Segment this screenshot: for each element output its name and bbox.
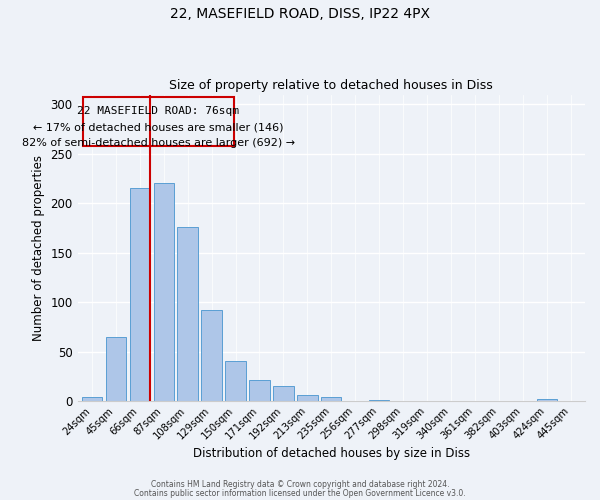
Bar	[369, 400, 389, 401]
Bar	[106, 336, 126, 401]
Bar	[202, 310, 222, 401]
Bar	[82, 397, 102, 401]
Bar	[249, 380, 269, 401]
Text: ← 17% of detached houses are smaller (146): ← 17% of detached houses are smaller (14…	[33, 122, 284, 132]
FancyBboxPatch shape	[83, 96, 234, 146]
Text: 82% of semi-detached houses are larger (692) →: 82% of semi-detached houses are larger (…	[22, 138, 295, 148]
Bar	[154, 182, 174, 401]
Bar	[321, 397, 341, 401]
Title: Size of property relative to detached houses in Diss: Size of property relative to detached ho…	[169, 79, 493, 92]
Text: Contains HM Land Registry data © Crown copyright and database right 2024.: Contains HM Land Registry data © Crown c…	[151, 480, 449, 489]
Text: 22, MASEFIELD ROAD, DISS, IP22 4PX: 22, MASEFIELD ROAD, DISS, IP22 4PX	[170, 8, 430, 22]
Bar	[273, 386, 293, 401]
Bar	[536, 399, 557, 401]
Text: Contains public sector information licensed under the Open Government Licence v3: Contains public sector information licen…	[134, 488, 466, 498]
Bar	[226, 362, 245, 401]
Y-axis label: Number of detached properties: Number of detached properties	[32, 155, 45, 341]
Bar	[130, 188, 150, 401]
X-axis label: Distribution of detached houses by size in Diss: Distribution of detached houses by size …	[193, 447, 470, 460]
Text: 22 MASEFIELD ROAD: 76sqm: 22 MASEFIELD ROAD: 76sqm	[77, 106, 239, 117]
Bar	[297, 395, 317, 401]
Bar	[178, 227, 198, 401]
